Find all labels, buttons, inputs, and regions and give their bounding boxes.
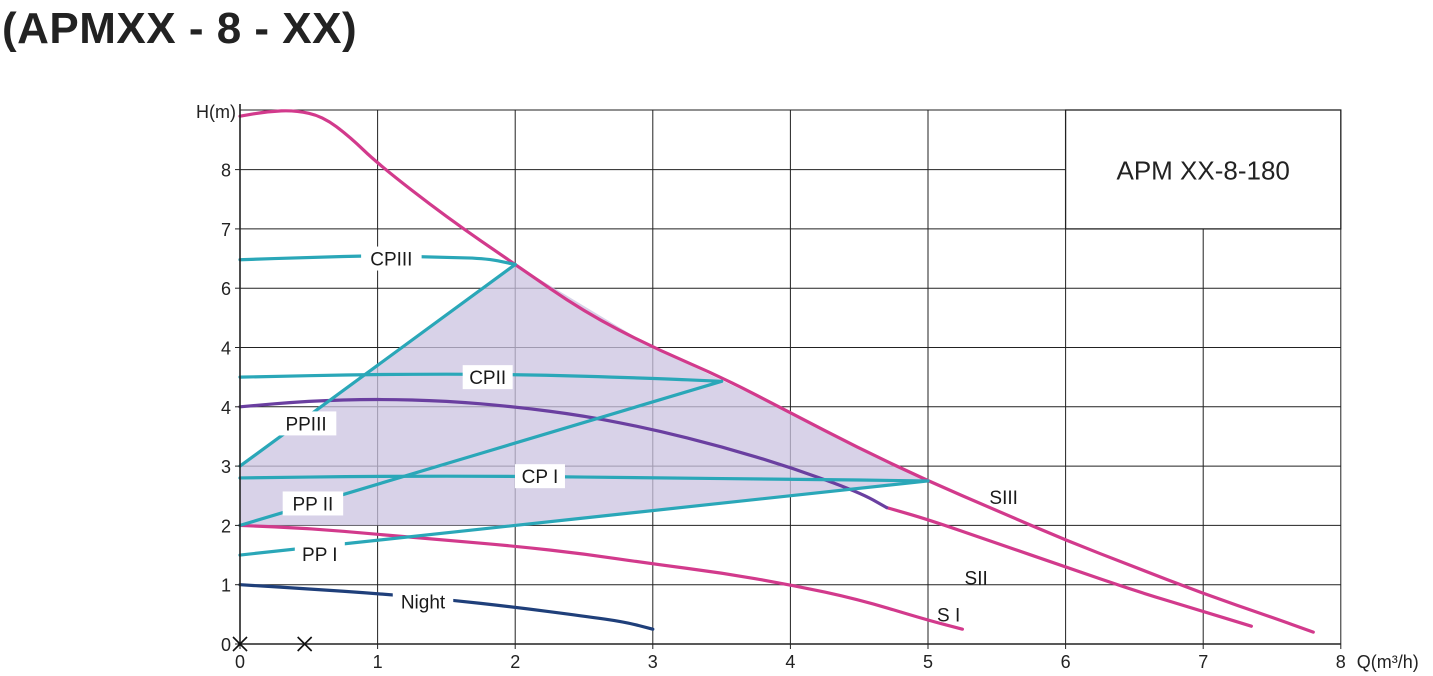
curve-label-pp-i: PP I (294, 541, 345, 566)
series-line-pp-i (238, 479, 930, 557)
series-line-sii (885, 506, 1253, 628)
y-tick-label: 6 (221, 279, 231, 299)
label-background (462, 365, 513, 390)
curve-label-pp-ii: PP II (282, 491, 344, 516)
label-background (361, 246, 422, 271)
label-background (294, 541, 345, 566)
series-line-s-i (238, 523, 964, 631)
y-tick-label: 7 (221, 220, 231, 240)
x-tick-label: 7 (1198, 652, 1208, 672)
y-tick-label: 8 (221, 161, 231, 181)
series-line-mid-curve (238, 397, 889, 510)
y-tick-label: 4 (221, 398, 231, 418)
series-line-siii (238, 109, 1315, 634)
curve-label-cpii: CPII (462, 365, 513, 390)
curve-label-text: Night (401, 592, 446, 613)
curve-label-text: SIII (989, 488, 1018, 509)
operating-area-fill (240, 264, 928, 526)
curve-label-text: CPIII (370, 250, 412, 271)
curve-label-siii: SIII (989, 488, 1018, 509)
model-box-label: APM XX-8-180 (1116, 155, 1289, 185)
curve-label-text: CPII (469, 368, 506, 389)
x-tick-label: 0 (235, 652, 245, 672)
curve-label-cp-i: CP I (514, 464, 565, 489)
y-tick-label: 2 (221, 516, 231, 536)
curve-label-sii: SII (965, 569, 988, 590)
y-axis-label: H(m) (196, 102, 236, 122)
cross-marker (232, 636, 248, 652)
x-tick-label: 8 (1336, 652, 1346, 672)
curve-label-text: PP II (293, 494, 334, 515)
label-background (282, 491, 344, 516)
x-tick-label: 5 (923, 652, 933, 672)
x-tick-label: 2 (510, 652, 520, 672)
curve-label-text: SII (965, 569, 988, 590)
x-tick-label: 4 (785, 652, 795, 672)
label-background (514, 464, 565, 489)
curve-label-text: S I (937, 605, 960, 626)
cross-marker (297, 636, 313, 652)
model-box-frame (1064, 109, 1342, 230)
y-tick-label: 0 (221, 635, 231, 655)
curve-labels: CPIII CPII CP I PPIII PP II PP I Night SIII SIIS… (275, 246, 1018, 626)
x-tick-label: 3 (648, 652, 658, 672)
curve-label-cpiii: CPIII (361, 246, 422, 271)
axes: 0 1 2 3 4 5 6 7 8 0 1 2 3 4 4 6 7 8 H(m) Q(m³/h) (196, 102, 1419, 672)
curve-label-s-i: S I (937, 605, 960, 626)
operating-area (240, 264, 928, 526)
x-tick-label: 6 (1061, 652, 1071, 672)
x-tick-label: 1 (373, 652, 383, 672)
curve-label-text: PP I (302, 545, 338, 566)
curve-label-night: Night (392, 589, 454, 614)
series-line-night (238, 583, 655, 631)
y-tick-label: 1 (221, 576, 231, 596)
y-tick-label: 3 (221, 457, 231, 477)
page-title: (APMXX - 8 - XX) (2, 4, 358, 53)
curve-label-ppiii: PPIII (275, 411, 337, 436)
label-background (392, 589, 454, 614)
y-tick-label: 4 (221, 339, 231, 359)
x-axis-label: Q(m³/h) (1357, 652, 1419, 672)
series-line-cp-i (238, 474, 930, 483)
curve-label-text: PPIII (285, 414, 326, 435)
label-background (275, 411, 337, 436)
curve-label-text: CP I (522, 467, 559, 488)
model-box: APM XX-8-180 (1064, 109, 1342, 230)
